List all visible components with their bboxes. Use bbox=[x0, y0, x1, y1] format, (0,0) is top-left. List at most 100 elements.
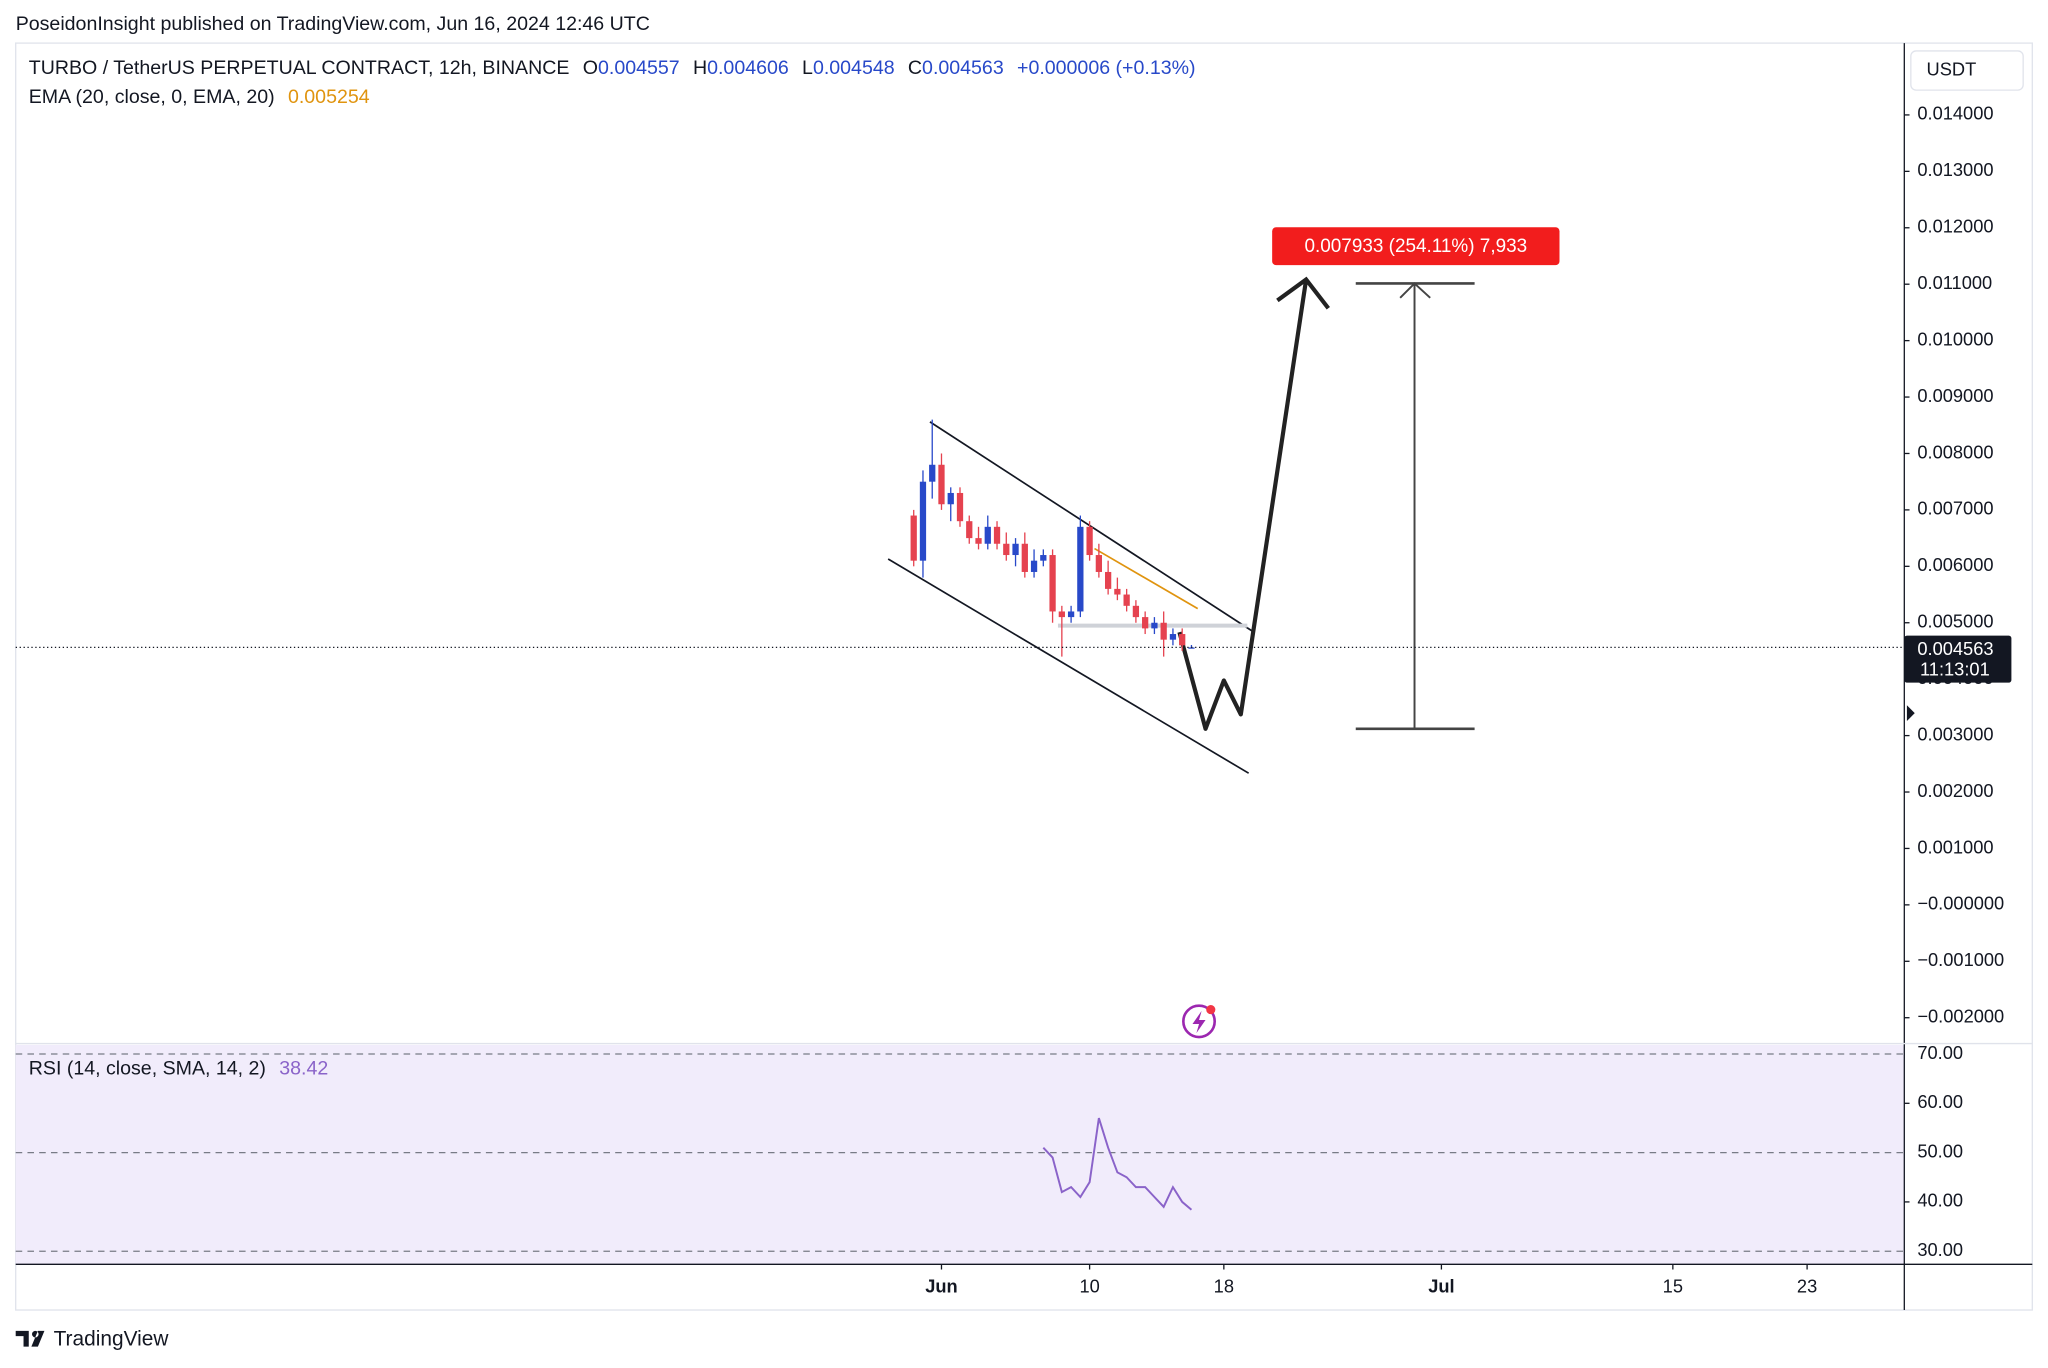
candle-body bbox=[1132, 605, 1140, 618]
ema-line bbox=[1094, 547, 1199, 610]
candle-body bbox=[1003, 543, 1010, 556]
measure-label: 0.007933 (254.11%) 7,933 bbox=[1304, 236, 1527, 257]
y-tick-label: 0.010000 bbox=[1917, 328, 1993, 349]
rsi-tick-label: 50.00 bbox=[1917, 1140, 1963, 1161]
o-label: O bbox=[583, 57, 598, 79]
candle-body bbox=[1049, 555, 1056, 612]
candle-body bbox=[1077, 526, 1084, 612]
measure-box bbox=[1272, 227, 1560, 266]
alert-dot bbox=[1206, 1005, 1216, 1015]
legend-rsi: RSI (14, close, SMA, 14, 2) 38.42 bbox=[29, 1058, 329, 1080]
candle-body bbox=[938, 464, 945, 505]
countdown: 11:13:01 bbox=[1920, 659, 1990, 680]
measure-arrowhead bbox=[1399, 282, 1431, 299]
y-tick-label: 0.008000 bbox=[1917, 441, 1993, 462]
close-value: 0.004563 bbox=[922, 57, 1004, 79]
x-tick-label: 15 bbox=[1663, 1276, 1683, 1297]
footer-logo: TradingView bbox=[15, 1328, 170, 1351]
candle-body bbox=[1104, 571, 1112, 589]
x-tick-label: Jun bbox=[925, 1276, 957, 1297]
ema-label: EMA (20, close, 0, EMA, 20) bbox=[29, 86, 275, 108]
x-tick-label: 10 bbox=[1079, 1276, 1099, 1297]
last-price-box bbox=[1904, 635, 2012, 683]
l-label: L bbox=[802, 57, 813, 79]
legend-ema: EMA (20, close, 0, EMA, 20) 0.005254 bbox=[29, 86, 370, 108]
candle-body bbox=[1058, 611, 1065, 618]
alert-icon[interactable] bbox=[1182, 1004, 1216, 1039]
candle-body bbox=[1030, 560, 1038, 572]
y-tick-label: 0.012000 bbox=[1917, 216, 1993, 237]
y-tick-label: 0.014000 bbox=[1917, 103, 1993, 124]
chart-layer: 0.014000 0.013000 0.012000 0.011000 0.010000… bbox=[15, 103, 2012, 1297]
channel-lower bbox=[887, 558, 1250, 774]
y-tick-label: −0.001000 bbox=[1917, 949, 2004, 970]
candle-body bbox=[1142, 617, 1149, 629]
rsi-tick-label: 70.00 bbox=[1917, 1042, 1963, 1063]
y-tick-label: −0.002000 bbox=[1917, 1006, 2004, 1027]
last-price-label: 0.004563 bbox=[1917, 638, 1993, 659]
candle-body bbox=[1188, 647, 1195, 649]
low-value: 0.004548 bbox=[813, 57, 895, 79]
y-tick-label: 0.005000 bbox=[1917, 611, 1993, 632]
candle-body bbox=[1114, 588, 1121, 595]
candle-body bbox=[1169, 634, 1177, 640]
candle-body bbox=[910, 515, 917, 561]
candle-body bbox=[1012, 543, 1019, 556]
candle-body bbox=[1151, 622, 1158, 629]
rsi-line bbox=[1042, 1117, 1193, 1211]
rsi-tick-label: 60.00 bbox=[1917, 1091, 1963, 1112]
candle-body bbox=[1179, 634, 1186, 646]
y-tick-label: −0.000000 bbox=[1917, 893, 2004, 914]
candle-body bbox=[1086, 526, 1093, 556]
ema-value: 0.005254 bbox=[288, 86, 370, 108]
rsi-tick-label: 30.00 bbox=[1917, 1239, 1963, 1260]
publisher: PoseidonInsight published on TradingView… bbox=[16, 13, 650, 35]
projection-arrowhead bbox=[1276, 276, 1330, 310]
candle-body bbox=[947, 492, 954, 505]
y-tick-label: 0.003000 bbox=[1917, 723, 1993, 744]
rsi-label: RSI (14, close, SMA, 14, 2) bbox=[29, 1058, 266, 1080]
y-tick-label: 0.006000 bbox=[1917, 554, 1993, 575]
candle-body bbox=[984, 526, 991, 544]
x-tick-label: Jul bbox=[1428, 1276, 1454, 1297]
candle-body bbox=[966, 521, 973, 539]
chart-frame bbox=[15, 42, 2033, 1311]
candle-body bbox=[956, 492, 964, 522]
candle-body bbox=[1040, 555, 1047, 561]
projection-path bbox=[1177, 279, 1309, 731]
y-tick-label: 0.007000 bbox=[1917, 498, 1993, 519]
candle-body bbox=[919, 481, 927, 561]
candle-body bbox=[1095, 555, 1103, 572]
footer-brand: TradingView bbox=[54, 1328, 170, 1351]
candle-body bbox=[1021, 543, 1028, 572]
rsi-pane bbox=[15, 1044, 1905, 1265]
candle-body bbox=[1067, 611, 1075, 618]
rsi-tick-label: 40.00 bbox=[1917, 1190, 1963, 1211]
change: +0.000006 (+0.13%) bbox=[1017, 57, 1196, 79]
rsi-value: 38.42 bbox=[279, 1058, 328, 1080]
alert-bolt bbox=[1192, 1010, 1206, 1034]
y-tick-label: 0.001000 bbox=[1917, 836, 1993, 857]
legend-main: TURBO / TetherUS PERPETUAL CONTRACT, 12h… bbox=[29, 57, 1196, 79]
scroll-arrow[interactable] bbox=[1906, 705, 1915, 721]
candle-body bbox=[993, 526, 1001, 544]
x-tick-label: 23 bbox=[1797, 1276, 1817, 1297]
high-value: 0.004606 bbox=[707, 57, 789, 79]
currency-box[interactable] bbox=[1910, 50, 2024, 91]
y-tick-label: 0.009000 bbox=[1917, 385, 1993, 406]
c-label: C bbox=[908, 57, 922, 79]
y-tick-label: 0.011000 bbox=[1917, 272, 1992, 293]
open-value: 0.004557 bbox=[598, 57, 680, 79]
x-tick-label: 18 bbox=[1214, 1276, 1234, 1297]
currency: USDT bbox=[1927, 58, 1977, 79]
logo-mark bbox=[15, 1330, 45, 1347]
candle-body bbox=[1160, 622, 1167, 640]
y-tick-label: 0.013000 bbox=[1917, 159, 1993, 180]
y-tick-label: 0.002000 bbox=[1917, 780, 1993, 801]
candle-body bbox=[1123, 594, 1130, 606]
symbol-title: TURBO / TetherUS PERPETUAL CONTRACT, 12h… bbox=[29, 57, 570, 79]
candle-body bbox=[929, 464, 936, 482]
candle-body bbox=[975, 538, 982, 544]
h-label: H bbox=[693, 57, 707, 79]
